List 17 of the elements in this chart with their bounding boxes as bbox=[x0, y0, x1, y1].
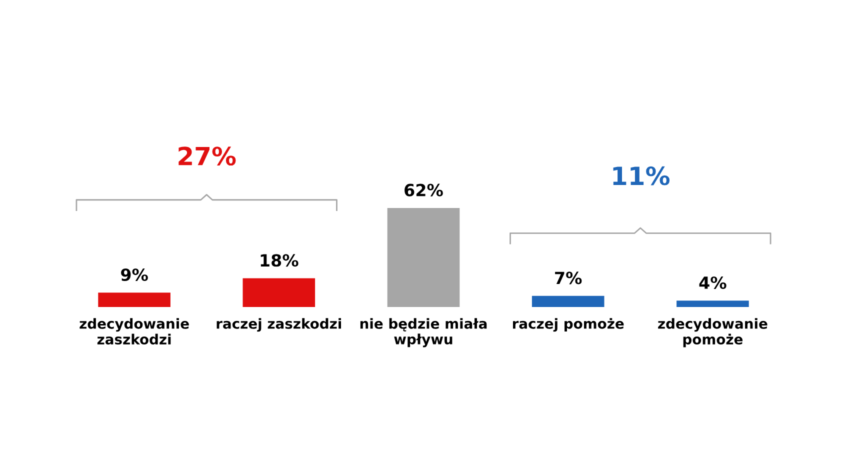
x-tick-label: zdecydowanie zaszkodzi bbox=[80, 318, 189, 345]
data-label: 4% bbox=[699, 276, 726, 290]
x-tick-label: zdecydowanie pomoże bbox=[658, 318, 768, 348]
x-tick-label: nie będzie miała wpływu bbox=[360, 318, 487, 348]
x-tick-label: raczej pomoże bbox=[512, 318, 624, 332]
bar bbox=[98, 292, 170, 307]
bar bbox=[387, 208, 460, 307]
bar bbox=[676, 300, 749, 307]
x-tick-label: raczej zaszkodzi bbox=[216, 318, 342, 332]
data-label: 18% bbox=[260, 254, 298, 267]
bar bbox=[242, 278, 316, 307]
data-label: 62% bbox=[404, 184, 443, 196]
bar bbox=[532, 296, 604, 307]
data-label: 7% bbox=[555, 272, 582, 284]
data-label: 9% bbox=[121, 268, 148, 282]
text: 27% bbox=[178, 146, 236, 166]
text: 11% bbox=[613, 166, 670, 186]
